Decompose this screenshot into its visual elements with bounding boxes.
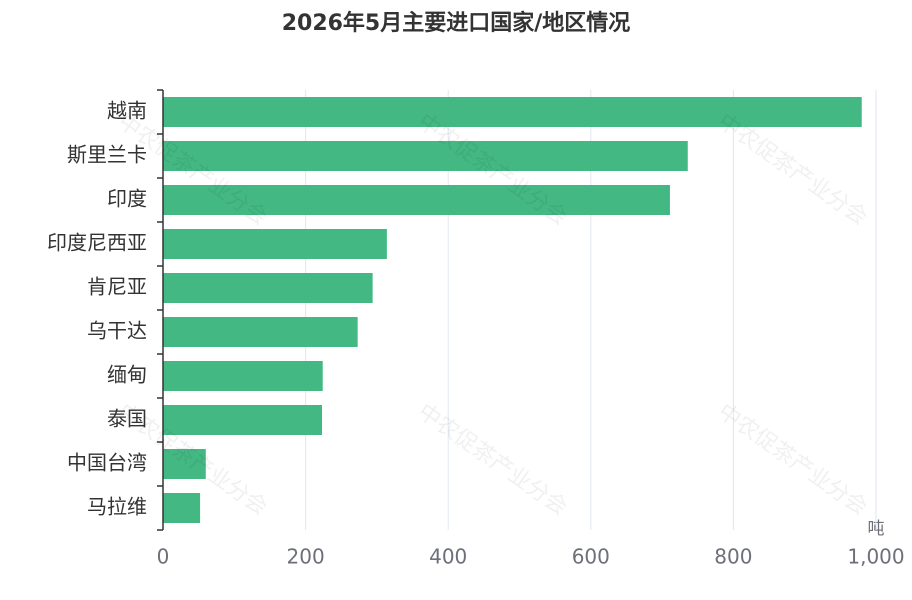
chart-title: 2026年5月主要进口国家/地区情况 <box>282 10 631 36</box>
x-tick-label: 1,000 <box>847 545 904 569</box>
y-tick-label: 泰国 <box>107 407 147 431</box>
bar <box>163 273 373 303</box>
x-tick-label: 400 <box>429 545 467 569</box>
y-tick-label: 印度 <box>107 187 147 211</box>
bar <box>163 361 323 391</box>
bar <box>163 493 201 523</box>
bar <box>163 317 358 347</box>
bar <box>163 185 670 215</box>
x-tick-label: 600 <box>572 545 610 569</box>
bar <box>163 141 688 171</box>
bar <box>163 97 862 127</box>
x-tick-label: 800 <box>714 545 752 569</box>
y-tick-label: 中国台湾 <box>67 451 147 475</box>
y-tick-label: 乌干达 <box>87 319 147 343</box>
watermark: 中农促茶产业分会 <box>713 109 872 230</box>
watermark: 中农促茶产业分会 <box>713 399 872 520</box>
y-tick-label: 印度尼西亚 <box>47 231 147 255</box>
bar <box>163 229 387 259</box>
y-tick-label: 斯里兰卡 <box>67 143 147 167</box>
x-tick-label: 200 <box>287 545 325 569</box>
y-tick-label: 马拉维 <box>87 495 147 519</box>
y-tick-label: 缅甸 <box>107 363 147 387</box>
bar <box>163 405 322 435</box>
watermark: 中农促茶产业分会 <box>413 399 572 520</box>
x-tick-label: 0 <box>157 545 170 569</box>
y-tick-label: 越南 <box>107 99 147 123</box>
y-tick-label: 肯尼亚 <box>87 275 147 299</box>
bar <box>163 449 206 479</box>
